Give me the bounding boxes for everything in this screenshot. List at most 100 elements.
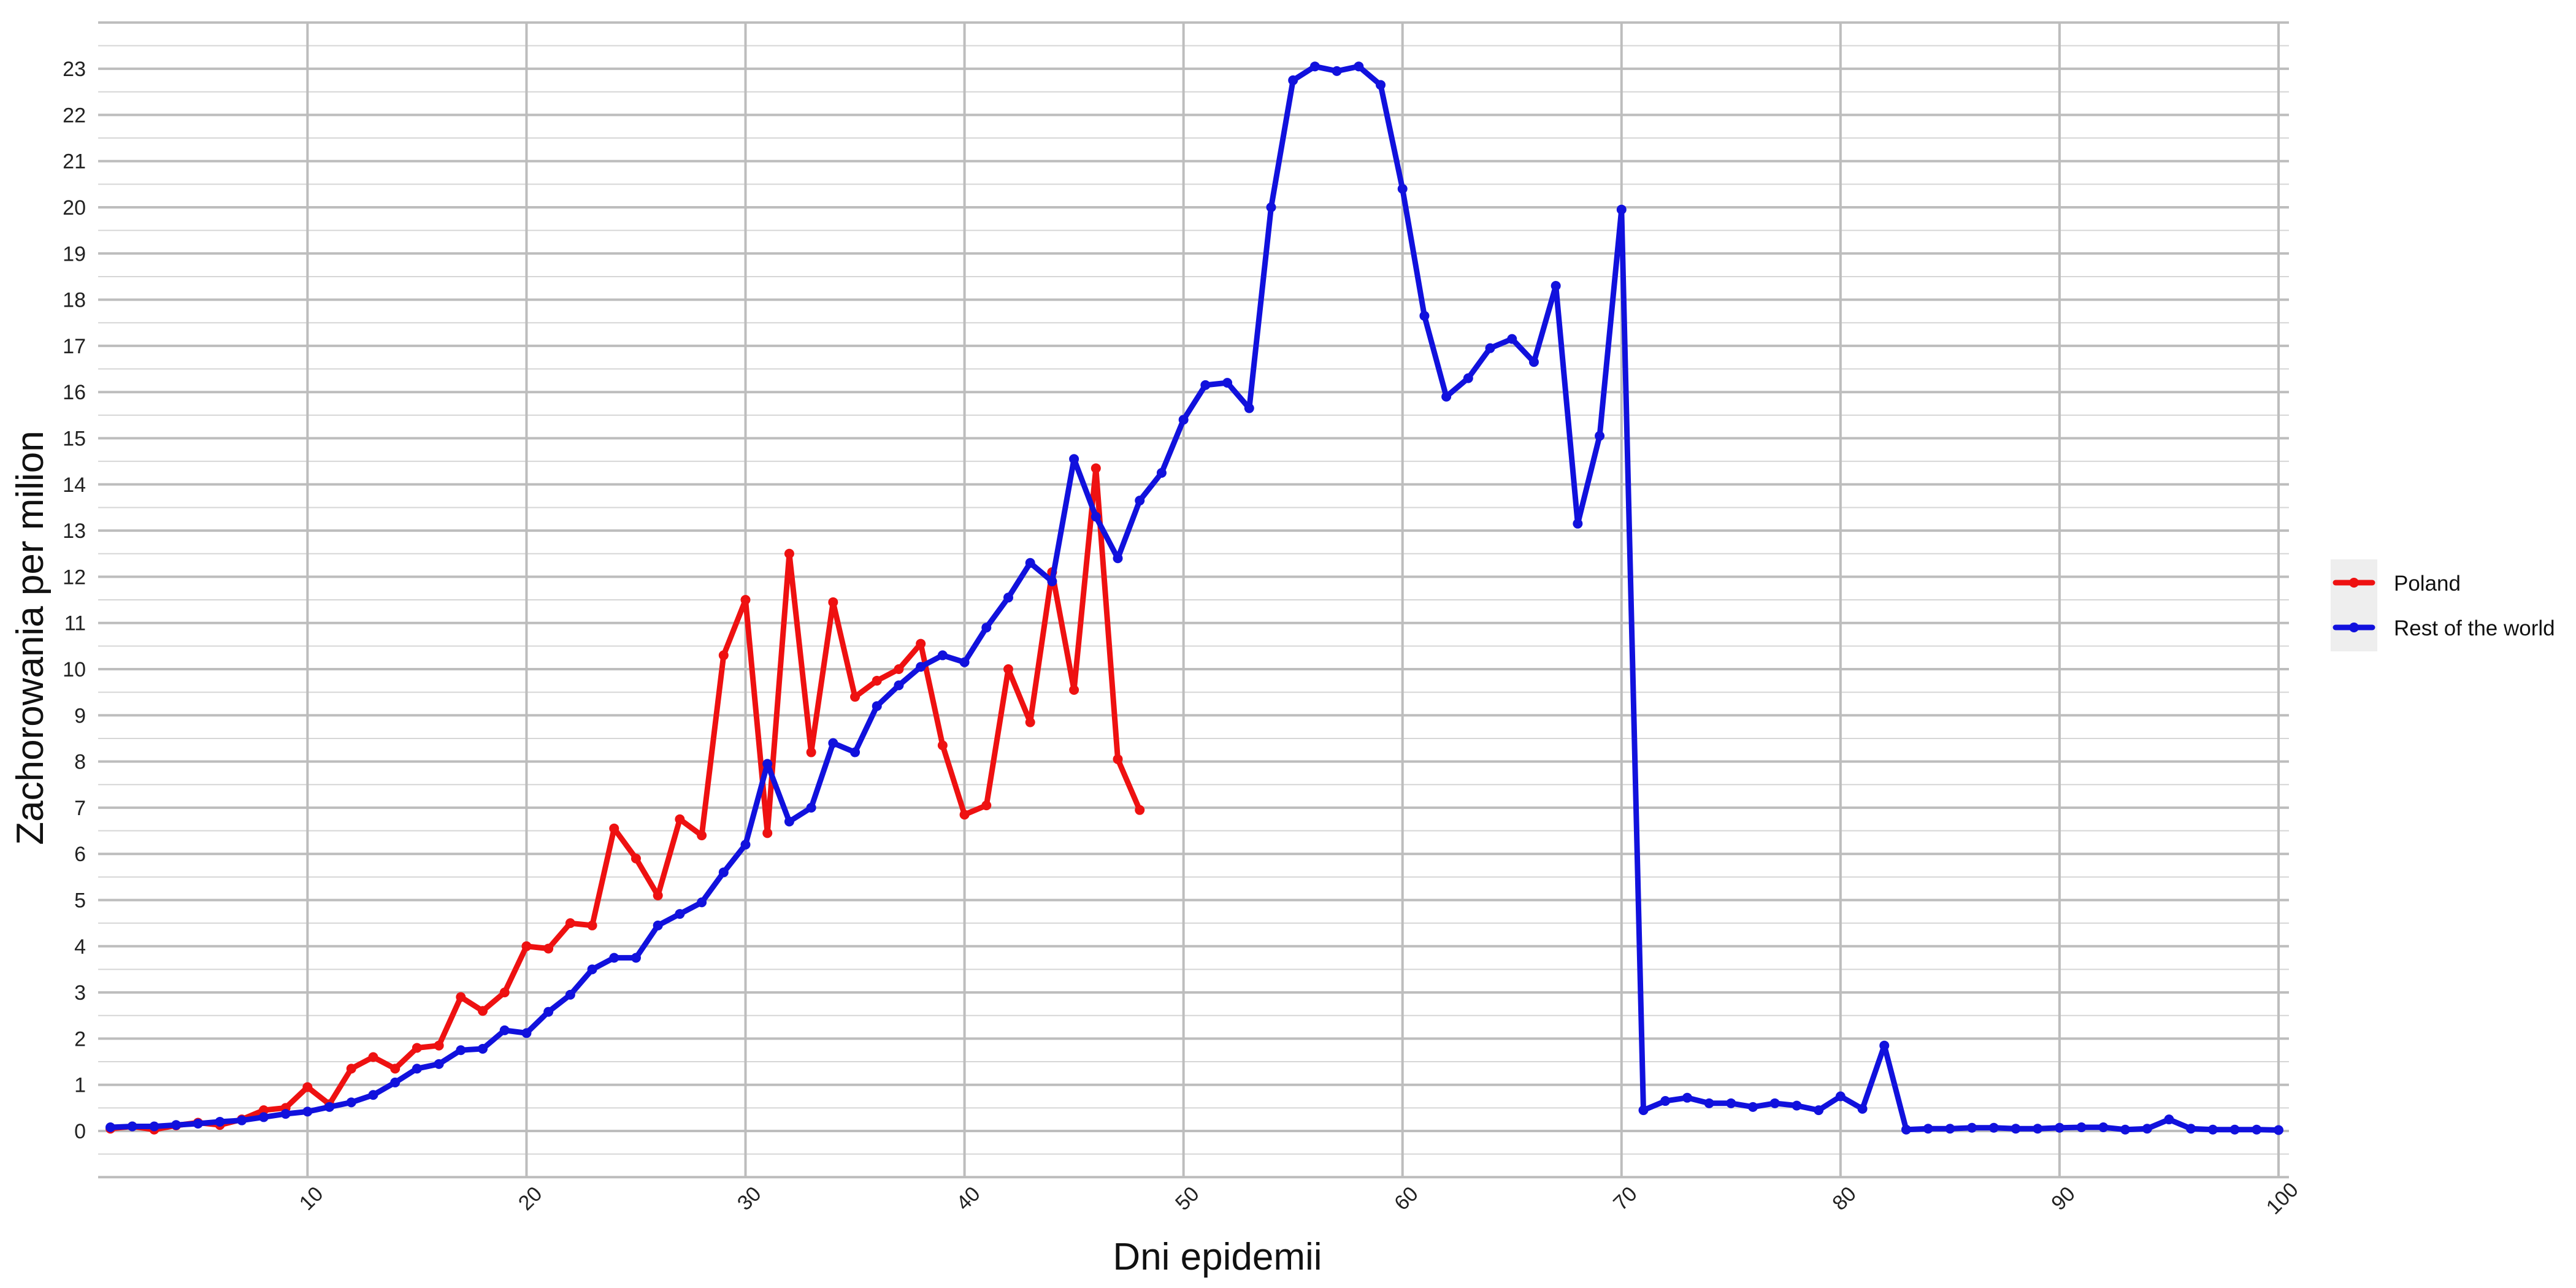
data-point <box>1988 1122 1999 1133</box>
data-point <box>1222 378 1233 388</box>
y-tick-label: 18 <box>63 289 86 312</box>
x-tick-label: 100 <box>2262 1178 2303 1219</box>
series-line <box>107 63 2282 1133</box>
data-point <box>478 1043 488 1054</box>
data-point <box>1792 1100 1802 1111</box>
data-point <box>499 1025 510 1035</box>
data-point <box>1156 467 1167 478</box>
data-point <box>1288 75 1298 85</box>
data-point <box>1879 1040 1890 1051</box>
y-tick-label: 16 <box>63 381 86 404</box>
y-tick-label: 11 <box>64 612 86 635</box>
data-point <box>2229 1124 2240 1135</box>
y-tick-label: 14 <box>63 473 86 497</box>
series-rest-of-the-world <box>105 61 2283 1135</box>
data-point <box>1463 373 1473 383</box>
data-point <box>1244 403 1254 413</box>
data-point <box>740 595 751 605</box>
data-point <box>237 1115 247 1125</box>
data-point <box>1616 204 1627 215</box>
data-point <box>456 1045 466 1056</box>
data-point <box>2252 1124 2262 1135</box>
data-point <box>959 810 970 820</box>
data-point <box>1025 717 1035 727</box>
data-point <box>587 964 597 975</box>
y-tick-label: 12 <box>63 565 86 589</box>
legend-key-poland-marker <box>2349 578 2359 588</box>
data-point <box>434 1040 444 1051</box>
x-tick-label: 40 <box>952 1182 985 1215</box>
data-point <box>937 740 948 751</box>
data-point <box>1660 1096 1671 1106</box>
data-point <box>302 1106 313 1117</box>
data-point <box>718 867 729 878</box>
y-tick-label: 8 <box>74 751 86 774</box>
data-point <box>2076 1122 2087 1132</box>
legend-item-poland: Poland <box>2333 572 2461 596</box>
y-tick-label: 19 <box>63 242 86 266</box>
data-point <box>762 828 773 838</box>
data-point <box>434 1059 444 1069</box>
y-tick-label: 1 <box>74 1074 86 1097</box>
data-point <box>1113 553 1123 564</box>
data-point <box>368 1090 378 1100</box>
data-point <box>368 1052 378 1062</box>
x-tick-label: 70 <box>1609 1182 1642 1215</box>
data-point <box>1528 357 1539 367</box>
data-point <box>193 1118 203 1129</box>
data-point <box>2011 1124 2021 1134</box>
data-point <box>1726 1098 1736 1108</box>
y-tick-label: 21 <box>63 150 86 174</box>
data-point <box>740 840 751 850</box>
data-point <box>215 1116 225 1127</box>
data-point <box>1835 1091 1846 1102</box>
series-poland <box>105 463 1145 1135</box>
data-point <box>1901 1124 1911 1135</box>
data-point <box>346 1097 356 1108</box>
data-point <box>1309 61 1320 72</box>
data-point <box>894 680 904 691</box>
data-point <box>631 953 641 963</box>
data-point <box>1003 592 1013 603</box>
data-point <box>543 1006 554 1017</box>
y-tick-label: 17 <box>63 335 86 358</box>
data-point <box>127 1121 137 1132</box>
data-point <box>631 853 641 864</box>
data-point <box>2120 1124 2131 1135</box>
data-point <box>916 662 926 672</box>
data-point <box>1923 1124 1933 1134</box>
y-tick-label: 10 <box>63 658 86 681</box>
data-point <box>1178 415 1189 425</box>
legend-background <box>2331 559 2377 651</box>
data-point <box>1397 183 1408 194</box>
data-point <box>981 623 992 633</box>
data-point <box>1135 805 1145 815</box>
data-point <box>2164 1114 2174 1125</box>
data-point <box>1091 463 1101 473</box>
x-tick-label: 10 <box>295 1182 328 1215</box>
data-point <box>302 1082 313 1092</box>
data-point <box>390 1064 401 1074</box>
data-point <box>1069 684 1079 695</box>
y-tick-label: 0 <box>74 1120 86 1143</box>
data-point <box>1354 61 1364 72</box>
x-tick-label: 60 <box>1390 1182 1423 1215</box>
x-axis-ticks: 10 20 30 40 50 60 70 80 90 100 <box>295 1178 2303 1219</box>
legend: Poland Rest of the world <box>2331 559 2555 651</box>
series-line <box>107 465 1143 1133</box>
y-tick-label: 5 <box>74 889 86 913</box>
data-point <box>1748 1102 1758 1112</box>
data-point <box>1047 576 1057 586</box>
data-point <box>1376 80 1386 90</box>
data-point <box>1573 518 1583 529</box>
data-point <box>850 747 861 757</box>
data-point <box>609 953 619 963</box>
data-point <box>872 701 882 711</box>
data-point <box>653 920 663 930</box>
data-point <box>697 897 707 908</box>
data-point <box>762 759 773 769</box>
data-point <box>1814 1105 1824 1116</box>
data-point <box>412 1043 422 1053</box>
data-point <box>456 992 466 1002</box>
